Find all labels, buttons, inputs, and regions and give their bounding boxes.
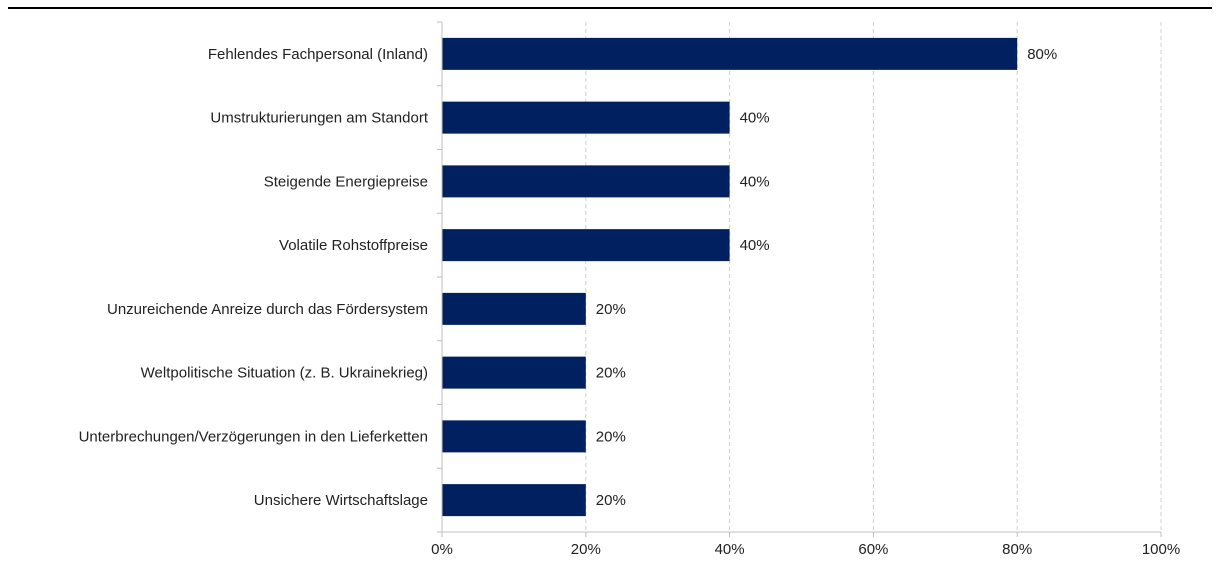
bar (442, 420, 586, 453)
category-label: Unterbrechungen/Verzögerungen in den Lie… (79, 428, 428, 445)
x-tick-label: 80% (1002, 541, 1032, 558)
category-label: Weltpolitische Situation (z. B. Ukrainek… (141, 365, 428, 382)
bar (442, 356, 586, 389)
value-label: 20% (596, 365, 626, 382)
x-axis: 0% 20% 40% 60% 80% 100% (431, 531, 1180, 558)
x-tick-label: 40% (715, 541, 745, 558)
category-label: Unzureichende Anreize durch das Fördersy… (107, 301, 428, 318)
value-label: 20% (596, 428, 626, 445)
bar (442, 165, 730, 198)
value-label: 20% (596, 492, 626, 509)
category-labels: Fehlendes Fachpersonal (Inland) Umstruktu… (79, 46, 429, 509)
grid-lines (585, 22, 1162, 532)
x-tick-label: 0% (431, 541, 453, 558)
category-label: Unsichere Wirtschaftslage (254, 492, 428, 509)
value-label: 40% (740, 237, 770, 254)
bar (442, 229, 730, 262)
category-label: Umstrukturierungen am Standort (210, 110, 428, 127)
category-label: Volatile Rohstoffpreise (279, 237, 428, 254)
bars (442, 37, 1018, 517)
value-label: 40% (740, 110, 770, 127)
x-tick-label: 100% (1142, 541, 1180, 558)
bar (442, 101, 730, 134)
x-tick-label: 60% (858, 541, 888, 558)
bar (442, 484, 586, 517)
bar (442, 292, 586, 325)
y-axis (437, 21, 443, 533)
category-label: Fehlendes Fachpersonal (Inland) (208, 46, 428, 63)
x-tick-label: 20% (571, 541, 601, 558)
bar (442, 37, 1018, 70)
value-label: 40% (740, 173, 770, 190)
category-label: Steigende Energiepreise (264, 173, 428, 190)
value-label: 80% (1027, 46, 1057, 63)
value-label: 20% (596, 301, 626, 318)
value-labels: 80% 40% 40% 40% 20% 20% 20% 20% (596, 46, 1057, 509)
